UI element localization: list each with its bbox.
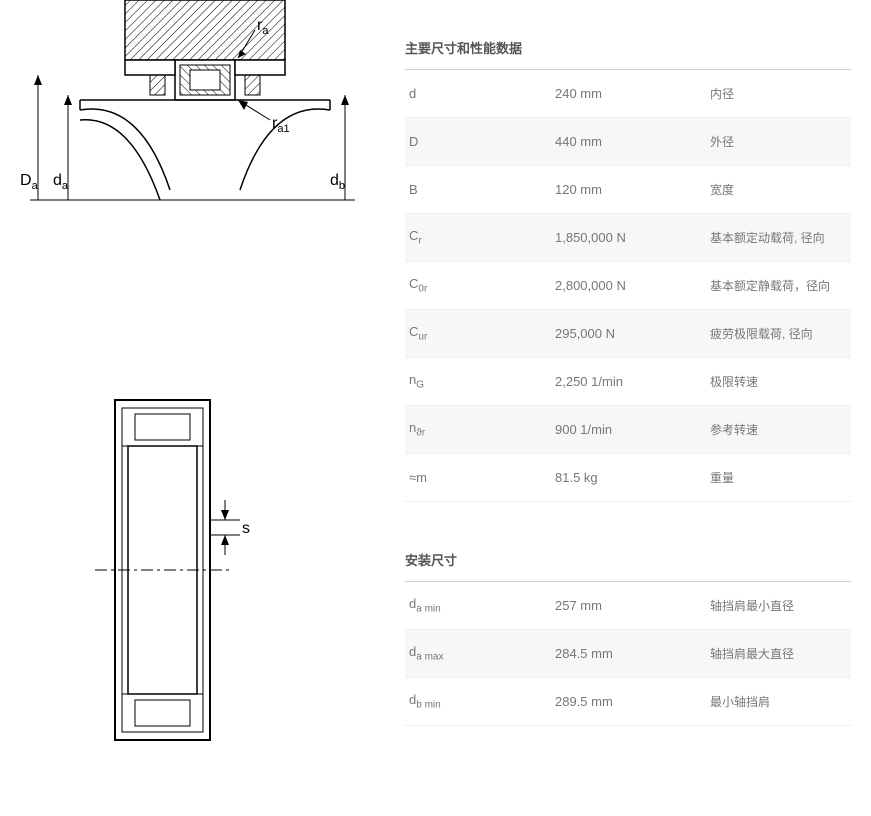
spec-value: 284.5 mm xyxy=(555,646,710,661)
spec-description: 基本额定动载荷, 径向 xyxy=(710,229,851,246)
spec-row: nG2,250 1/min极限转速 xyxy=(405,358,851,406)
top-diagram: Da da db ra ra1 xyxy=(20,0,360,210)
spec-symbol: ≈m xyxy=(405,470,555,485)
spec-symbol: d xyxy=(405,86,555,101)
s-label: s xyxy=(242,520,250,537)
spec-description: 参考转速 xyxy=(710,421,851,438)
spec-row: da max284.5 mm轴挡肩最大直径 xyxy=(405,630,851,678)
spec-description: 外径 xyxy=(710,133,851,150)
spec-row: B120 mm宽度 xyxy=(405,166,851,214)
spec-description: 疲劳极限载荷, 径向 xyxy=(710,325,851,342)
spec-symbol: db min xyxy=(405,692,555,711)
spec-value: 2,800,000 N xyxy=(555,278,710,293)
mounting-section-title: 安装尺寸 xyxy=(405,542,851,582)
spec-row: D440 mm外径 xyxy=(405,118,851,166)
spec-value: 257 mm xyxy=(555,598,710,613)
svg-text:db: db xyxy=(330,172,345,192)
spec-value: 900 1/min xyxy=(555,422,710,437)
spec-description: 轴挡肩最大直径 xyxy=(710,645,851,662)
spec-description: 极限转速 xyxy=(710,373,851,390)
spec-row: Cr1,850,000 N基本额定动载荷, 径向 xyxy=(405,214,851,262)
spec-row: C0r2,800,000 N基本额定静载荷，径向 xyxy=(405,262,851,310)
spec-value: 295,000 N xyxy=(555,326,710,341)
mounting-specs-table: da min257 mm轴挡肩最小直径da max284.5 mm轴挡肩最大直径… xyxy=(405,582,851,726)
spec-value: 240 mm xyxy=(555,86,710,101)
spec-description: 轴挡肩最小直径 xyxy=(710,597,851,614)
spec-row: db min289.5 mm最小轴挡肩 xyxy=(405,678,851,726)
spec-value: 440 mm xyxy=(555,134,710,149)
spec-value: 2,250 1/min xyxy=(555,374,710,389)
svg-text:da: da xyxy=(53,172,69,192)
spec-row: nϑr900 1/min参考转速 xyxy=(405,406,851,454)
spec-value: 1,850,000 N xyxy=(555,230,710,245)
spec-symbol: Cur xyxy=(405,324,555,343)
spec-description: 宽度 xyxy=(710,181,851,198)
diagrams-column: Da da db ra ra1 xyxy=(0,0,395,760)
spec-description: 重量 xyxy=(710,469,851,486)
spec-description: 基本额定静载荷，径向 xyxy=(710,277,851,294)
spec-value: 120 mm xyxy=(555,182,710,197)
main-specs-table: d240 mm内径D440 mm外径B120 mm宽度Cr1,850,000 N… xyxy=(405,70,851,502)
spec-symbol: B xyxy=(405,182,555,197)
spec-row: Cur295,000 N疲劳极限载荷, 径向 xyxy=(405,310,851,358)
spec-symbol: C0r xyxy=(405,276,555,295)
spec-symbol: Cr xyxy=(405,228,555,247)
spec-row: da min257 mm轴挡肩最小直径 xyxy=(405,582,851,630)
spec-row: d240 mm内径 xyxy=(405,70,851,118)
main-section-title: 主要尺寸和性能数据 xyxy=(405,30,851,70)
bottom-diagram: s xyxy=(80,390,340,760)
spec-symbol: nϑr xyxy=(405,420,555,439)
spec-symbol: da max xyxy=(405,644,555,663)
spec-value: 81.5 kg xyxy=(555,470,710,485)
svg-text:Da: Da xyxy=(20,172,39,192)
spec-value: 289.5 mm xyxy=(555,694,710,709)
spec-description: 最小轴挡肩 xyxy=(710,693,851,710)
spec-symbol: nG xyxy=(405,372,555,391)
spec-symbol: D xyxy=(405,134,555,149)
spec-symbol: da min xyxy=(405,596,555,615)
spec-description: 内径 xyxy=(710,85,851,102)
specs-column: 主要尺寸和性能数据 d240 mm内径D440 mm外径B120 mm宽度Cr1… xyxy=(395,0,871,760)
spec-row: ≈m81.5 kg重量 xyxy=(405,454,851,502)
